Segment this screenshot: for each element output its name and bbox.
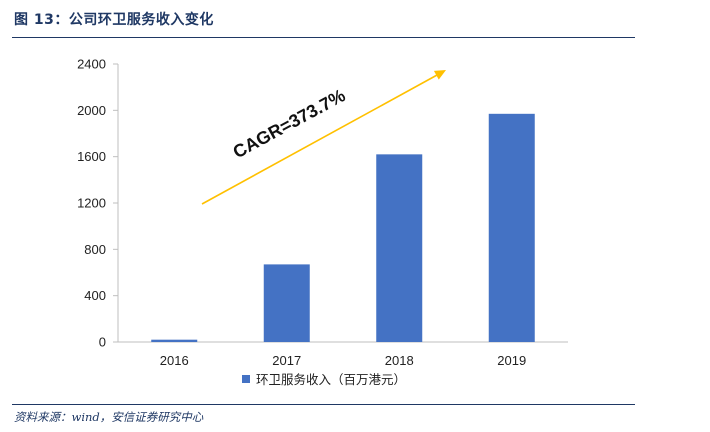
y-tick-label: 800 — [84, 242, 106, 257]
bar-2016 — [151, 339, 198, 342]
x-tick-label: 2019 — [497, 353, 526, 368]
bar-2019 — [488, 113, 535, 342]
y-tick-label: 2400 — [77, 57, 106, 72]
y-tick-label: 0 — [99, 335, 106, 350]
title-rule — [12, 37, 635, 38]
y-tick-label: 1200 — [77, 196, 106, 211]
cagr-arrow-line — [201, 73, 439, 205]
source-rule — [12, 404, 635, 405]
x-tick-label: 2018 — [385, 353, 414, 368]
cagr-annotation: CAGR=373.7% — [230, 85, 349, 162]
y-tick-label: 2000 — [77, 103, 106, 118]
y-tick-label: 400 — [84, 288, 106, 303]
source-note: 资料来源：wind，安信证券研究中心 — [14, 410, 204, 424]
bar-2017 — [263, 264, 310, 342]
x-tick-label: 2017 — [272, 353, 301, 368]
legend-swatch — [242, 375, 250, 383]
y-tick-label: 1600 — [77, 149, 106, 164]
x-tick-label: 2016 — [160, 353, 189, 368]
bar-2018 — [376, 154, 423, 342]
figure-title: 图 13：公司环卫服务收入变化 — [14, 12, 214, 28]
legend-label: 环卫服务收入（百万港元） — [256, 372, 406, 387]
cagr-arrow-head — [433, 70, 446, 80]
